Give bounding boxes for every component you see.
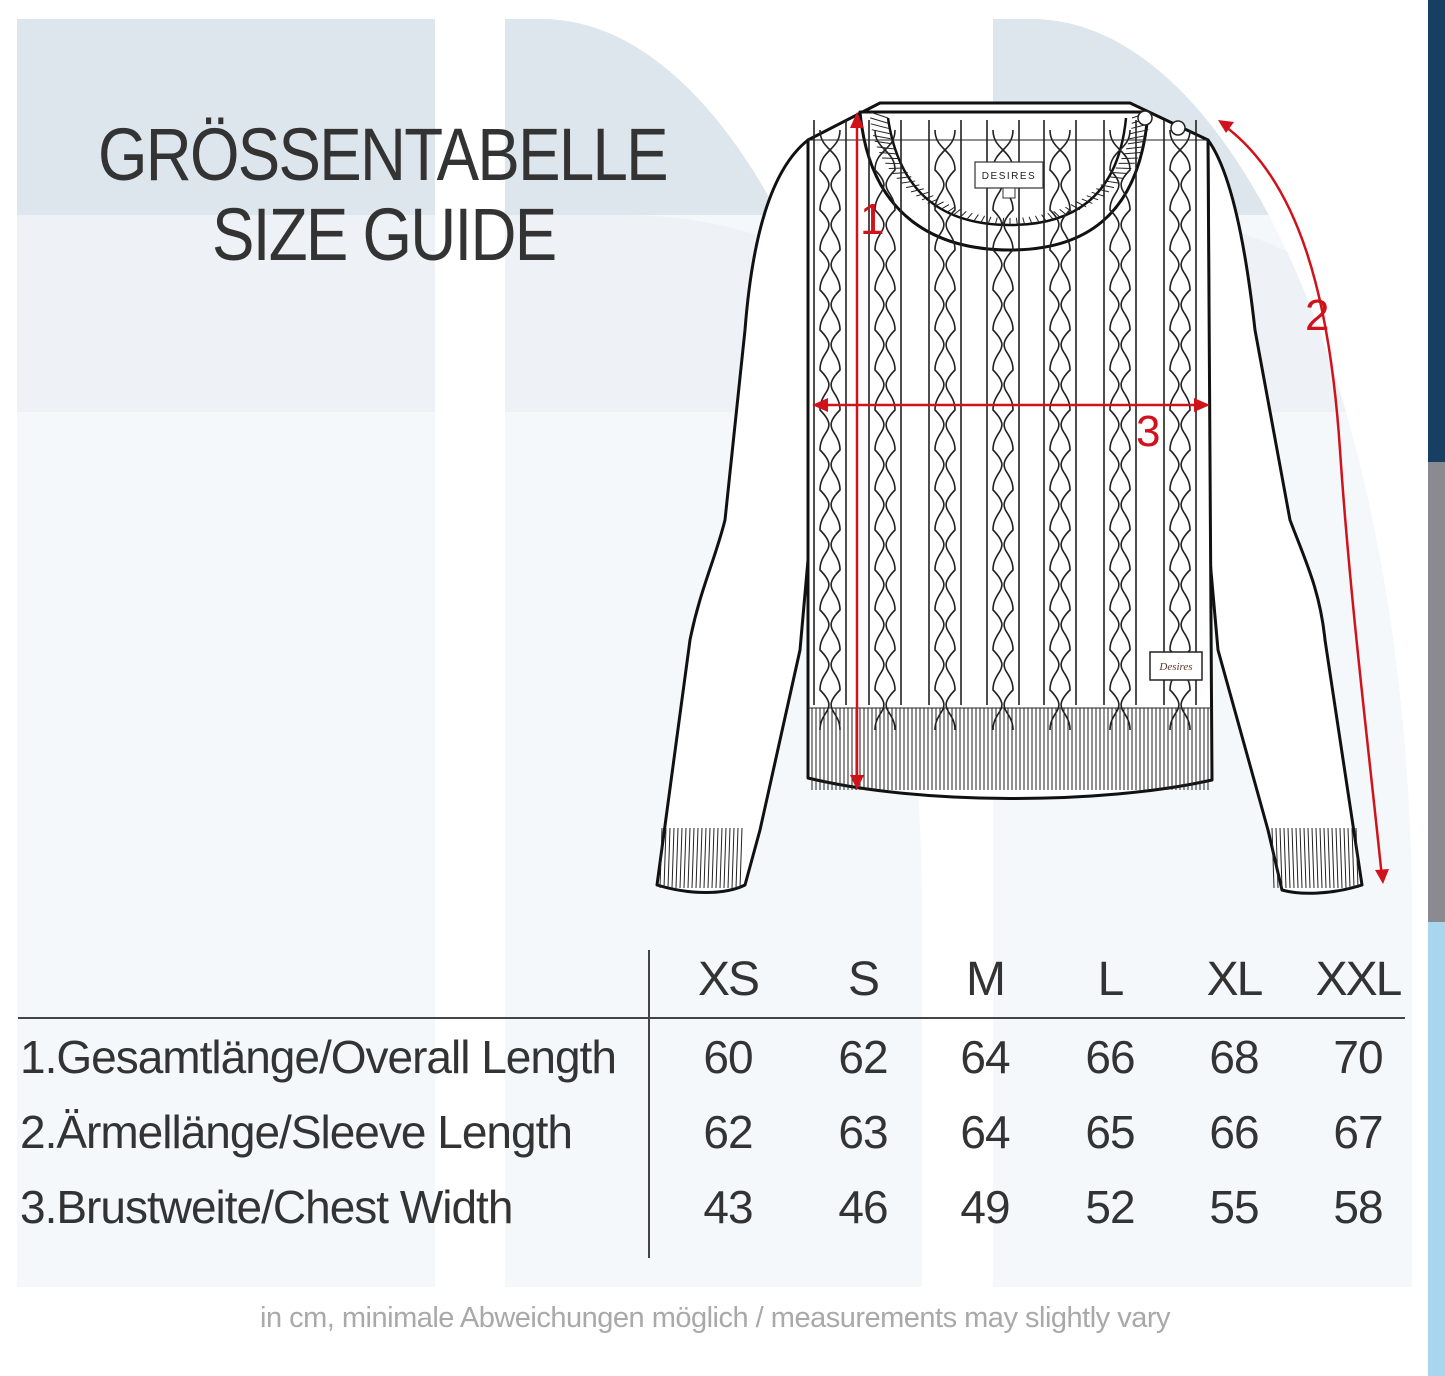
row-label: 1.Gesamtlänge/Overall Length — [20, 1031, 617, 1083]
title-english: SIZE GUIDE — [212, 193, 557, 276]
size-header-l: L — [1097, 953, 1125, 1006]
table-cell: 63 — [838, 1106, 888, 1158]
footer-note: in cm, minimale Abweichungen möglich / m… — [260, 1302, 1170, 1334]
measurement-arrows — [812, 112, 1389, 884]
logo-patch: Desires — [1149, 651, 1203, 681]
measure-label-2: 2 — [1305, 291, 1329, 340]
measure-label-1: 1 — [860, 195, 884, 244]
right-sleeve — [1206, 138, 1364, 895]
table-cell: 67 — [1333, 1106, 1383, 1158]
sweater-body — [806, 101, 1214, 800]
row-label: 2.Ärmellänge/Sleeve Length — [20, 1106, 573, 1158]
table-cell: 66 — [1209, 1106, 1259, 1158]
table-vertical-divider — [648, 950, 650, 1258]
table-cell: 55 — [1209, 1181, 1259, 1233]
sleeve-arrow — [1221, 122, 1384, 879]
table-cell: 64 — [960, 1106, 1010, 1158]
neck-tag: DESIRES — [974, 161, 1044, 199]
shoulder-buttons — [1137, 110, 1186, 136]
table-cell: 66 — [1085, 1031, 1135, 1083]
table-cell: 43 — [703, 1181, 753, 1233]
svg-text:Desires: Desires — [1158, 661, 1192, 673]
size-header-xs: XS — [697, 953, 760, 1006]
table-cell: 70 — [1333, 1031, 1383, 1083]
neck-label: DESIRES — [982, 171, 1036, 182]
table-cell: 49 — [960, 1181, 1010, 1233]
table-cell: 46 — [838, 1181, 888, 1233]
table-cell: 62 — [703, 1106, 753, 1158]
left-sleeve — [655, 138, 810, 894]
size-header-s: S — [847, 953, 880, 1006]
table-header-divider — [18, 1017, 1405, 1019]
table-cell: 60 — [703, 1031, 753, 1083]
color-strip-gray — [1428, 462, 1445, 922]
size-header-m: M — [966, 953, 1006, 1006]
table-cell: 68 — [1209, 1031, 1259, 1083]
sweater-illustration: DESIRES Desires 1 2 3 — [655, 101, 1389, 895]
table-cell: 62 — [838, 1031, 888, 1083]
table-cell: 58 — [1333, 1181, 1383, 1233]
row-label: 3.Brustweite/Chest Width — [20, 1181, 513, 1233]
table-cell: 65 — [1085, 1106, 1135, 1158]
table-cell: 52 — [1085, 1181, 1135, 1233]
measure-label-3: 3 — [1136, 407, 1160, 456]
table-cell: 64 — [960, 1031, 1010, 1083]
title-german: GRÖSSENTABELLE — [98, 113, 669, 196]
size-header-xxl: XXL — [1315, 953, 1403, 1006]
color-strip-lightblue — [1428, 922, 1445, 1376]
color-strip-navy — [1428, 0, 1445, 462]
size-header-xl: XL — [1206, 953, 1264, 1006]
